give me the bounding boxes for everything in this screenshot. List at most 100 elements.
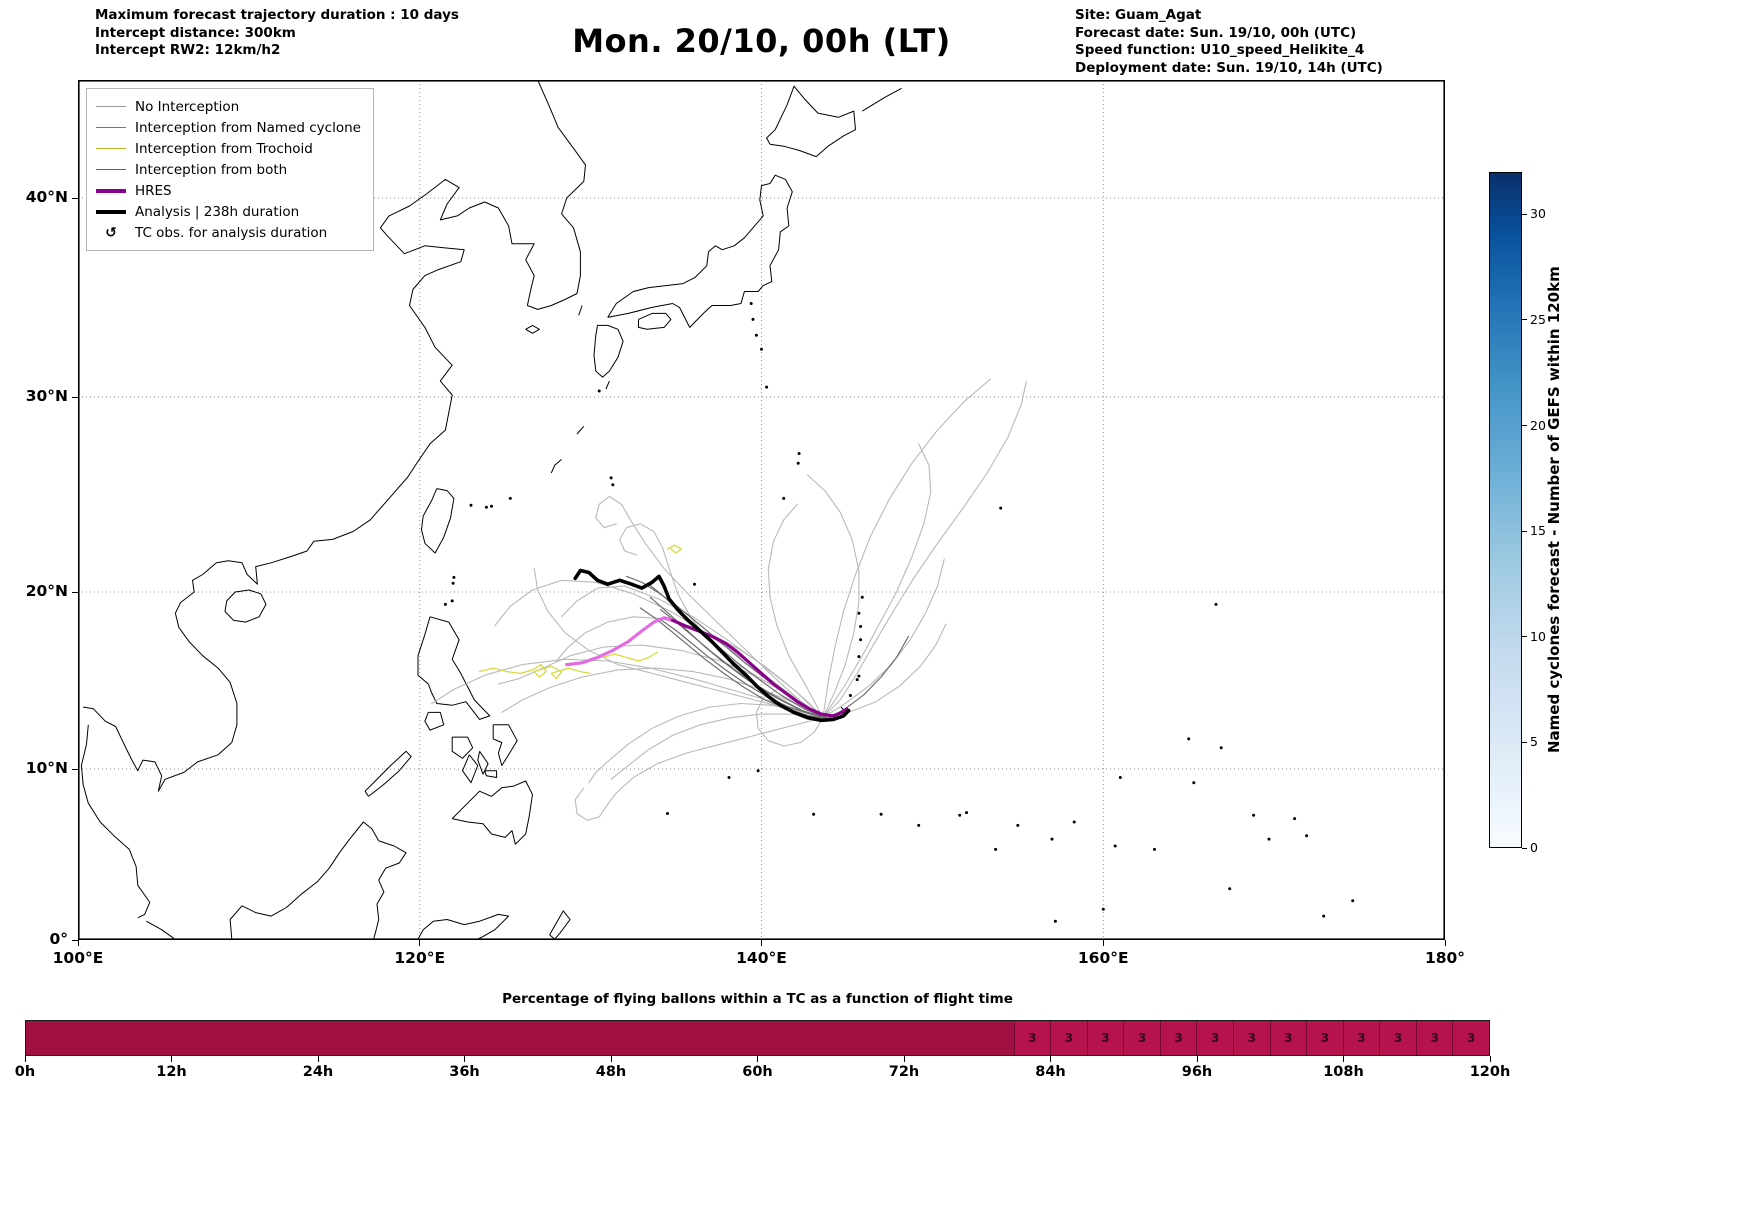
- bottom-tickmark: [464, 1056, 465, 1062]
- bottom-tick-label: 120h: [1469, 1064, 1511, 1080]
- trajectory-gefs-dark-3: [660, 609, 829, 720]
- bottom-tickmark: [1196, 1056, 1198, 1062]
- island-dot: [1192, 781, 1196, 785]
- island-dot: [859, 625, 863, 628]
- x-tickmark: [419, 940, 421, 946]
- coastline: [862, 87, 902, 112]
- bottom-tickmark: [317, 1056, 319, 1062]
- y-tick-label: 0°: [49, 930, 68, 948]
- legend-line-sample: [96, 106, 126, 107]
- bottom-tick-label: 36h: [449, 1064, 480, 1080]
- island-dot: [796, 461, 800, 465]
- island-dot: [1118, 776, 1122, 779]
- coastline: [229, 821, 407, 940]
- bottom-tick-label: 12h: [156, 1064, 187, 1080]
- island-dot: [760, 347, 763, 351]
- island-dot: [994, 847, 998, 851]
- bar-segment: 3: [1013, 1021, 1051, 1055]
- island-dot: [754, 333, 758, 337]
- y-tick-label: 10°N: [25, 759, 68, 777]
- bar-segment: 3: [1196, 1021, 1233, 1055]
- x-tick-label: 100°E: [52, 949, 104, 967]
- trajectory-gefs-dark-4: [658, 617, 831, 718]
- colorbar-tick-label: 5: [1530, 734, 1538, 750]
- y-tick-label: 40°N: [25, 188, 68, 206]
- bottom-chart-title: Percentage of flying ballons within a TC…: [502, 991, 1013, 1007]
- legend: No Interception Interception from Named c…: [86, 88, 374, 251]
- x-tick-label: 140°E: [736, 949, 787, 967]
- x-tick-label: 180°: [1424, 949, 1466, 967]
- island-dot: [756, 769, 760, 773]
- coastline: [417, 616, 491, 720]
- legend-label: TC obs. for analysis duration: [135, 224, 328, 241]
- colorbar-tickmark: [1522, 425, 1527, 426]
- bar-segment: 3: [1086, 1021, 1124, 1055]
- island-dot: [999, 506, 1003, 510]
- legend-line-sample: [96, 127, 126, 128]
- bar-segment: 3: [1123, 1021, 1160, 1055]
- coastline: [83, 80, 586, 792]
- coastline: [607, 174, 793, 328]
- legend-label: Interception from both: [135, 161, 288, 178]
- island-dot: [1101, 907, 1105, 911]
- colorbar-tickmark: [1522, 213, 1527, 215]
- bottom-tickmark: [1489, 1056, 1491, 1062]
- y-tick-label: 20°N: [25, 582, 68, 600]
- colorbar-tick-label: 20: [1530, 417, 1546, 433]
- coastline: [525, 324, 540, 334]
- trajectory-trochoid-interception-2: [601, 651, 658, 662]
- legend-label: Interception from Named cyclone: [135, 119, 361, 136]
- bottom-tickmark: [903, 1056, 905, 1062]
- island-dot: [751, 317, 755, 321]
- island-dot: [857, 674, 861, 678]
- coastline: [224, 589, 267, 623]
- bottom-tick-label: 84h: [1035, 1064, 1066, 1080]
- island-dot: [855, 678, 859, 682]
- coastline: [146, 920, 174, 939]
- coastline: [593, 324, 624, 378]
- bottom-tick-label: 96h: [1181, 1064, 1213, 1080]
- island-dot: [1187, 737, 1191, 741]
- coastline: [766, 85, 856, 158]
- legend-line-sample: [96, 188, 126, 193]
- x-tickmark: [761, 940, 762, 946]
- island-dot: [450, 599, 454, 603]
- bottom-tickmark: [610, 1056, 612, 1062]
- coastline: [462, 754, 479, 784]
- plot-border: [78, 80, 1445, 940]
- legend-item: No Interception: [96, 96, 361, 117]
- bottom-tickmark: [171, 1056, 172, 1062]
- bottom-tick-label: 60h: [742, 1064, 773, 1080]
- coastline: [576, 425, 585, 435]
- island-dot: [693, 582, 696, 586]
- legend-item: Interception from both: [96, 159, 361, 180]
- bar-segment: 3: [1415, 1021, 1453, 1055]
- bottom-tick-label: 0h: [14, 1064, 36, 1080]
- colorbar-tickmark: [1522, 847, 1527, 849]
- legend-item: ↺ TC obs. for analysis duration: [96, 222, 361, 243]
- legend-label: Interception from Trochoid: [135, 140, 313, 157]
- colorbar-tickmark: [1522, 319, 1527, 321]
- trajectory-gefs-no-interception-8: [767, 503, 824, 719]
- island-dot: [1351, 899, 1355, 903]
- island-dot: [1305, 834, 1309, 838]
- island-dot: [1053, 919, 1057, 923]
- forecast-date-text: Forecast date: Sun. 19/10, 00h (UTC): [1075, 24, 1357, 41]
- island-dot: [490, 504, 493, 508]
- trajectory-gefs-no-interception-13: [822, 558, 945, 719]
- trajectory-gefs-no-interception-20: [822, 378, 992, 719]
- legend-line-sample: [96, 209, 126, 214]
- island-dot: [1072, 820, 1076, 824]
- island-dot: [1267, 837, 1271, 841]
- x-tickmark: [1102, 940, 1104, 946]
- bar-segment: 3: [1232, 1021, 1270, 1055]
- deployment-date-text: Deployment date: Sun. 19/10, 14h (UTC): [1075, 59, 1383, 76]
- bottom-tick-label: 48h: [595, 1064, 627, 1080]
- speed-function-text: Speed function: U10_speed_Helikite_4: [1075, 42, 1365, 58]
- island-dot: [1219, 746, 1223, 750]
- bottom-tickmark: [757, 1056, 758, 1062]
- x-tickmark: [1444, 940, 1446, 946]
- y-tickmark: [72, 591, 78, 593]
